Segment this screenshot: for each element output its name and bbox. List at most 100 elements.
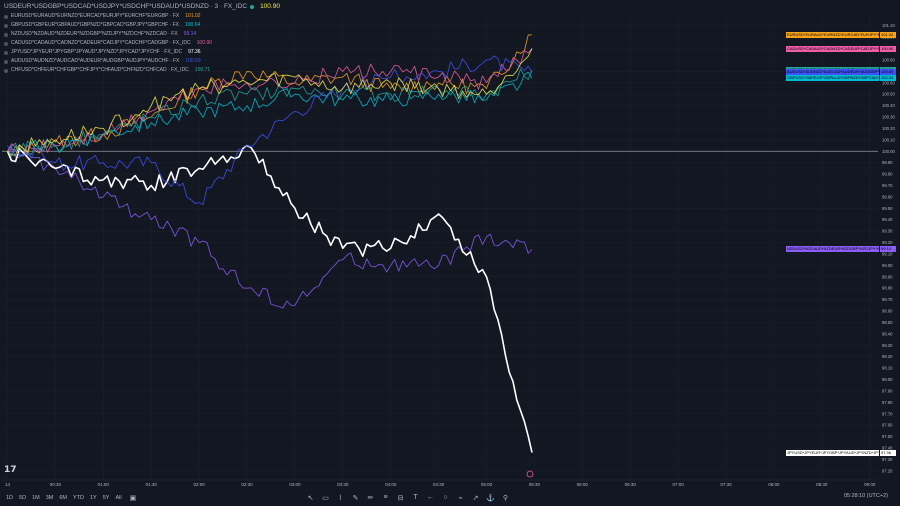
y-tick-label: 98.60 xyxy=(882,309,893,314)
price-tag: EURUSD*EURAUD*EURNZD*EURCAD*EURJPY*EURCH… xyxy=(786,31,879,38)
legend-series-name: CADUSD*CADAUD*CADNZD*CADEUR*CADJPY*CADCH… xyxy=(11,40,191,46)
y-tick-label: 97.30 xyxy=(882,457,893,462)
y-tick-label: 100.00 xyxy=(882,149,895,154)
circle-icon[interactable]: ○ xyxy=(443,494,448,501)
legend-series-value: 100.64 xyxy=(185,22,201,28)
legend-row[interactable]: NZDUSD*NZDAUD*NZDEUR*NZDGBP*NZDJPY*NZDCH… xyxy=(4,30,280,39)
tradingview-logo[interactable]: 17 xyxy=(4,465,17,475)
timeframe-button[interactable]: 5D xyxy=(19,494,27,501)
timeframe-button[interactable]: YTD xyxy=(72,494,84,501)
path-icon[interactable]: ⌇ xyxy=(338,494,343,502)
x-tick-label: 03:00 xyxy=(289,482,301,487)
rectangle-icon[interactable]: ▭ xyxy=(322,494,329,502)
legend-row[interactable]: JPYUSD*JPYEUR*JPYGBP*JPYAUD*JPYNZD*JPYCA… xyxy=(4,48,280,57)
legend-series-name: NZDUSD*NZDAUD*NZDEUR*NZDGBP*NZDJPY*NZDCH… xyxy=(11,31,178,37)
x-tick-label: 05:30 xyxy=(529,482,541,487)
x-tick-label: 07:00 xyxy=(672,482,684,487)
timeframe-button[interactable]: 5Y xyxy=(102,494,110,501)
y-tick-label: 99.90 xyxy=(882,160,893,165)
trend-line-icon[interactable]: ↗ xyxy=(472,494,479,502)
eye-icon[interactable] xyxy=(4,14,8,19)
polyline-icon[interactable]: ⌁ xyxy=(458,494,463,502)
price-tag-value: 100.64 xyxy=(880,75,896,82)
x-tick-label: 03:30 xyxy=(337,482,349,487)
y-tick-label: 98.20 xyxy=(882,354,893,359)
y-tick-label: 97.90 xyxy=(882,388,893,393)
timeframe-button[interactable]: All xyxy=(115,494,122,501)
y-tick-label: 99.30 xyxy=(882,229,893,234)
legend-series-value: 100.69 xyxy=(185,58,201,64)
y-tick-label: 98.40 xyxy=(882,331,893,336)
y-tick-label: 98.10 xyxy=(882,366,893,371)
y-tick-label: 98.50 xyxy=(882,320,893,325)
x-tick-label: 01:00 xyxy=(98,482,110,487)
timeframe-button[interactable]: 1M xyxy=(32,494,40,501)
y-tick-label: 100.30 xyxy=(882,115,895,120)
timeframe-button[interactable]: 1Y xyxy=(89,494,97,501)
y-tick-label: 97.80 xyxy=(882,400,893,405)
eye-icon[interactable] xyxy=(4,50,8,55)
channel-icon[interactable]: ⊟ xyxy=(397,494,404,502)
arrow-icon[interactable]: ← xyxy=(427,494,434,501)
legend-row[interactable]: CADUSD*CADAUD*CADNZD*CADEUR*CADJPY*CADCH… xyxy=(4,39,280,48)
y-tick-label: 99.20 xyxy=(882,240,893,245)
legend-series-name: JPYUSD*JPYEUR*JPYGBP*JPYAUD*JPYNZD*JPYCA… xyxy=(11,49,183,55)
y-tick-label: 97.20 xyxy=(882,468,893,473)
replay-marker-icon xyxy=(526,470,534,478)
eye-icon[interactable] xyxy=(4,32,8,37)
y-tick-label: 100.50 xyxy=(882,92,895,97)
y-tick-label: 100.10 xyxy=(882,137,895,142)
series-line xyxy=(7,48,533,156)
series-line xyxy=(7,55,533,206)
legend-row[interactable]: CHFUSD*CHFEUR*CHFGBP*CHFJPY*CHFAUD*CHFNZ… xyxy=(4,66,280,75)
series-line xyxy=(7,146,533,309)
legend-series-name: GBPUSD*GBPEUR*GBPAUD*GBPNZD*GBPCAD*GBPJP… xyxy=(11,22,179,28)
timeframe-selector: 1D 5D 1M 3M 6M YTD 1Y 5Y All xyxy=(6,495,122,501)
legend-main-name: USDEUR*USDGBP*USDCAD*USDJPY*USDCHF*USDAU… xyxy=(4,3,248,10)
cursor-icon[interactable]: ↖ xyxy=(307,494,314,502)
eye-icon[interactable] xyxy=(4,41,8,46)
y-tick-label: 98.30 xyxy=(882,343,893,348)
series-line xyxy=(7,71,533,157)
y-tick-label: 100.40 xyxy=(882,103,895,108)
pencil-icon[interactable]: ✏ xyxy=(367,494,374,502)
series-line xyxy=(7,48,533,155)
legend-row[interactable]: AUDUSD*AUDNZD*AUDCAD*AUDEUR*AUDGBP*AUDJP… xyxy=(4,57,280,66)
y-tick-label: 99.50 xyxy=(882,206,893,211)
timeframe-button[interactable]: 1D xyxy=(6,494,14,501)
x-tick-label: 08:00 xyxy=(768,482,780,487)
calendar-icon[interactable]: ▣ xyxy=(129,494,137,502)
legend: USDEUR*USDGBP*USDCAD*USDJPY*USDCHF*USDAU… xyxy=(4,2,280,75)
price-tag: AUDUSD*AUDNZD*AUDCAD*AUDEUR*AUDGBP*AUDJP… xyxy=(786,69,879,76)
y-tick-label: 99.00 xyxy=(882,263,893,268)
series-line xyxy=(7,68,533,157)
magnet-icon[interactable]: ⚲ xyxy=(502,494,509,502)
x-tick-label: 08:30 xyxy=(816,482,828,487)
eye-icon[interactable] xyxy=(4,23,8,28)
legend-row[interactable]: EURUSD*EURAUD*EURNZD*EURCAD*EURJPY*EURCH… xyxy=(4,12,280,21)
price-tag-value: 100.90 xyxy=(880,45,896,52)
x-tick-label: 02:30 xyxy=(241,482,253,487)
price-tag: GBPUSD*GBPEUR*GBPAUD*GBPNZD*GBPCAD*GBPJP… xyxy=(786,75,879,82)
clock: 05:28:10 (UTC+2) xyxy=(843,493,888,499)
timeframe-button[interactable]: 3M xyxy=(45,494,54,501)
legend-series-value: 101.02 xyxy=(185,13,201,19)
legend-series-value: 99.14 xyxy=(183,31,197,37)
text-icon[interactable]: T xyxy=(413,494,418,501)
eye-icon[interactable] xyxy=(4,68,8,73)
eye-icon[interactable] xyxy=(4,59,8,64)
fib-icon[interactable]: ≡ xyxy=(383,494,388,501)
brush-icon[interactable]: ✎ xyxy=(352,494,359,502)
legend-series-value: 97.36 xyxy=(188,49,201,55)
timeframe-button[interactable]: 6M xyxy=(59,494,67,501)
anchor-icon[interactable]: ⚓ xyxy=(486,494,495,502)
legend-main-row[interactable]: USDEUR*USDGBP*USDCAD*USDJPY*USDCHF*USDAU… xyxy=(4,2,280,12)
price-tag: JPYUSD*JPYEUR*JPYGBP*JPYAUD*JPYNZD*JPYCA… xyxy=(786,449,879,456)
x-tick-label: 06:00 xyxy=(577,482,589,487)
price-tag-value: 100.69 xyxy=(880,69,896,76)
y-tick-label: 97.70 xyxy=(882,411,893,416)
status-dot-icon xyxy=(250,5,255,9)
legend-series-value: 100.90 xyxy=(196,40,212,46)
legend-row[interactable]: GBPUSD*GBPEUR*GBPAUD*GBPNZD*GBPCAD*GBPJP… xyxy=(4,21,280,30)
